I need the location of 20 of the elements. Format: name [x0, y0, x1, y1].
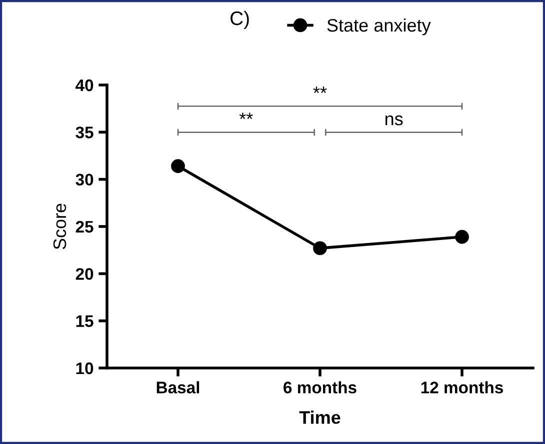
y-tick-label: 10 [76, 362, 94, 374]
legend-label: State anxiety [327, 18, 431, 36]
x-tick-label: 6 months [284, 381, 356, 394]
y-axis-title: Score [53, 204, 66, 250]
y-tick-label: 20 [76, 268, 94, 280]
point [313, 241, 327, 256]
point [455, 230, 469, 244]
y-tick-label: 15 [76, 315, 94, 328]
x-axis-title: Time [299, 410, 340, 424]
annotation: ** [239, 112, 253, 120]
chart-title: C) [230, 10, 249, 30]
annotation: ns [386, 115, 403, 126]
y-tick-label: 40 [76, 79, 94, 92]
annotation: ** [313, 86, 327, 93]
x-tick-label: 12 months [421, 381, 503, 394]
x-tick-label: Basal [156, 381, 200, 394]
y-tick-label: 30 [76, 174, 94, 186]
point [171, 159, 185, 174]
y-tick-label: 25 [76, 220, 94, 233]
y-tick-label: 35 [76, 126, 94, 138]
